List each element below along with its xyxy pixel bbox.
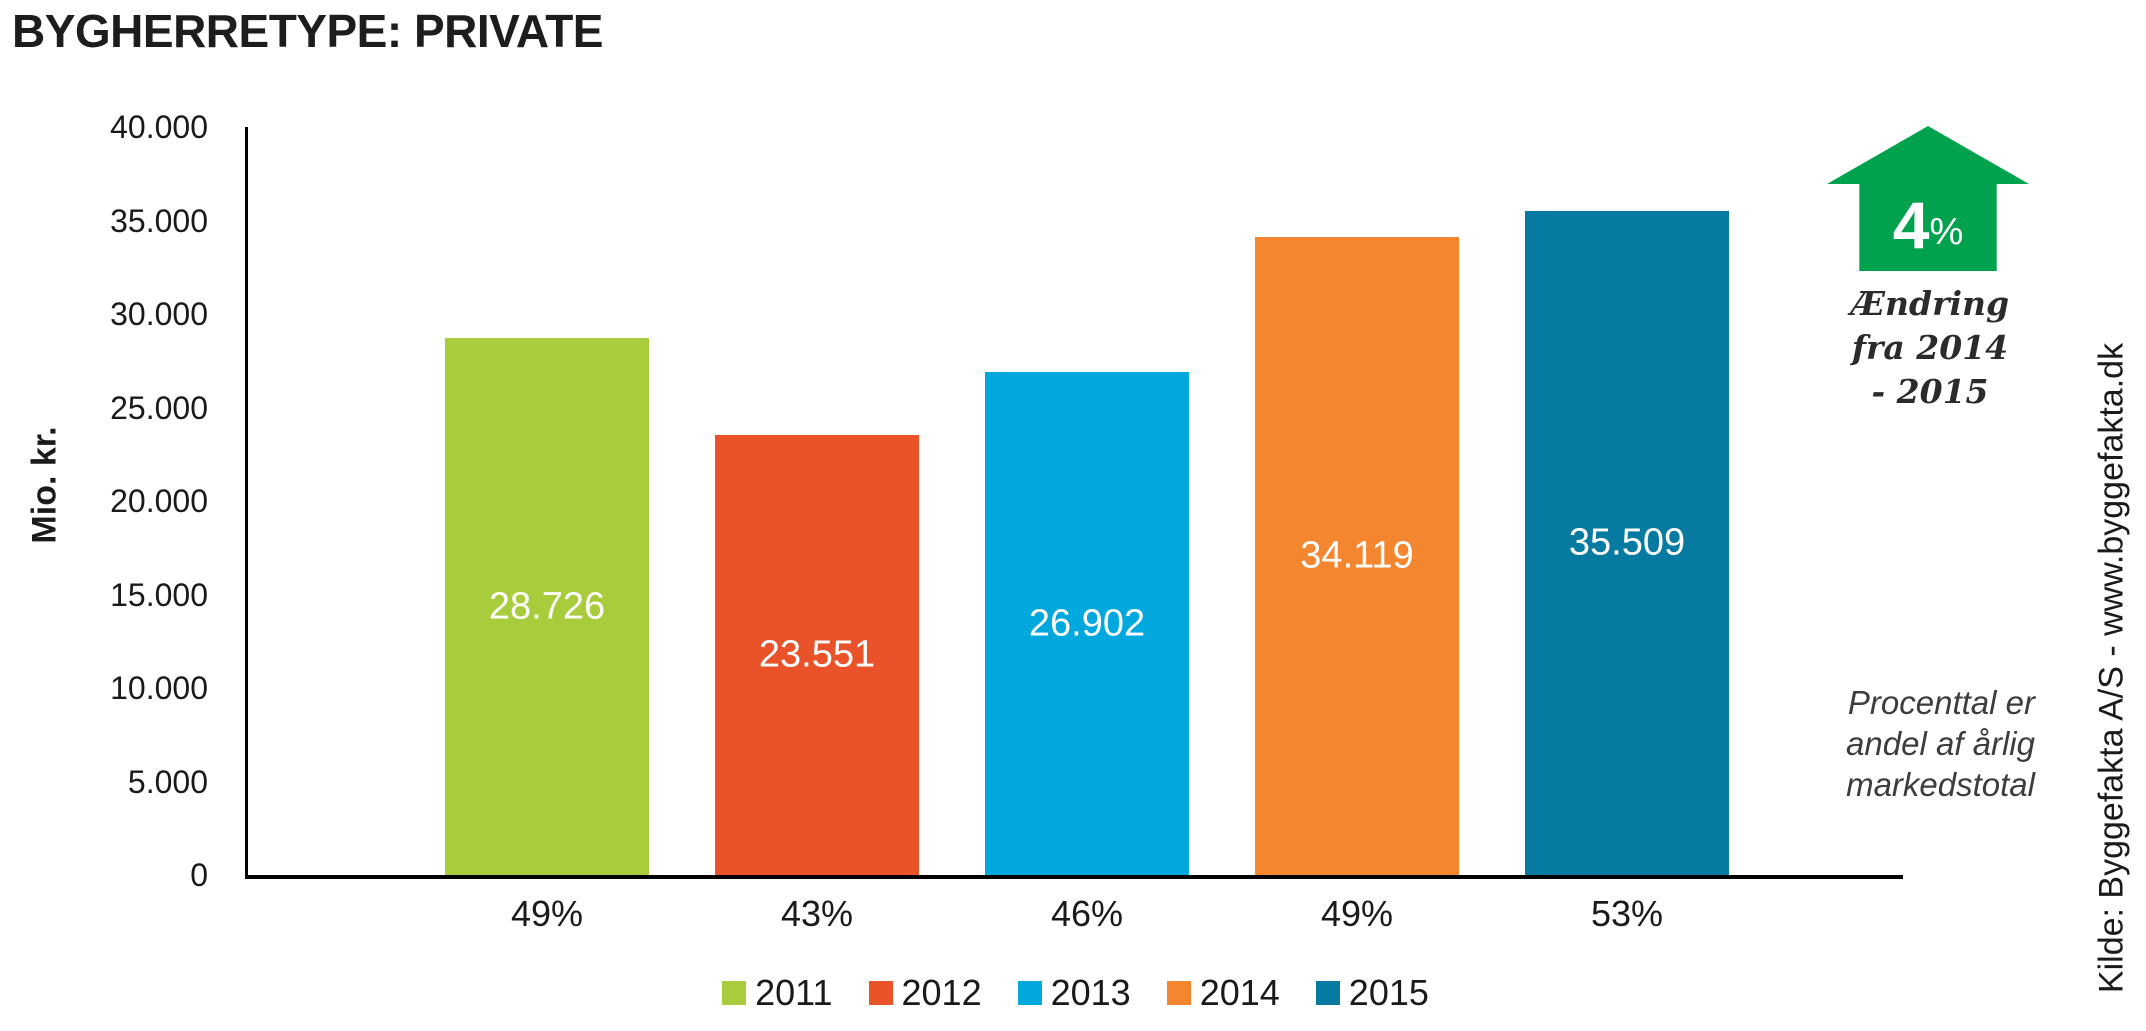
change-unit: % [1929,210,1964,253]
source-attribution: Kilde: Byggefakta A/S - www.byggefakta.d… [2092,342,2131,994]
y-axis-tick-label: 0 [190,857,208,893]
bar-2011: 28.726 [445,338,649,875]
y-axis-tick-label: 30.000 [110,296,208,332]
legend-label: 2013 [1050,972,1131,1013]
y-axis-tick-label: 5.000 [127,763,208,800]
legend-swatch-icon [1017,981,1042,1005]
market-note: Procenttal er andel af årlig markedstota… [1795,682,2035,805]
legend-label: 2014 [1199,972,1280,1013]
y-axis-tick-label: 15.000 [110,576,208,613]
up-arrow-icon [1827,126,2029,271]
x-axis-share-label-2012: 43% [780,893,854,934]
market-note-line: andel af årlig [1846,725,2035,762]
change-caption-line: Ændring [1850,284,2010,323]
change-caption-line: - 2015 [1871,372,1989,411]
x-axis-share-label-2011: 49% [510,893,584,934]
y-axis-tick-label: 35.000 [110,202,208,239]
legend-label: 2012 [901,972,982,1013]
legend-item-2012: 2012 [868,972,982,1014]
x-axis-share-label-2014: 49% [1320,893,1394,934]
bar-2014: 34.119 [1255,237,1459,875]
legend-swatch-icon [868,981,893,1005]
change-caption-line: fra 2014 [1851,328,2009,367]
y-axis-tick-label: 40.000 [110,109,208,145]
change-caption: Ændring fra 2014 - 2015 [1805,282,2055,414]
legend-item-2015: 2015 [1315,972,1429,1014]
legend-item-2013: 2013 [1017,972,1131,1014]
bar-value-label-2014: 34.119 [1300,534,1414,577]
legend: 2011 2012 2013 2014 2015 [248,972,1903,1014]
legend-label: 2011 [755,972,833,1013]
bar-value-label-2013: 26.902 [1028,602,1146,644]
bar-2013: 26.902 [985,372,1189,875]
legend-swatch-icon [1166,981,1191,1005]
legend-label: 2015 [1348,972,1429,1013]
bar-value-label-2011: 28.726 [488,585,606,627]
bar-value-label-2015: 35.509 [1568,521,1686,564]
page-title: BYGHERRETYPE: PRIVATE [12,5,603,57]
change-indicator: 4% [1827,126,2029,271]
market-note-line: markedstotal [1846,766,2035,803]
x-axis-share-label-2013: 46% [1050,893,1124,934]
change-value: 4 [1892,187,1930,262]
bar-2012: 23.551 [715,435,919,875]
y-axis-tick-labels: 0 5.000 10.000 15.000 20.000 25.000 30.000 35.0… [30,109,208,893]
legend-item-2011: 2011 [722,972,833,1014]
legend-swatch-icon [722,981,747,1005]
bar-value-label-2012: 23.551 [758,633,876,676]
y-axis-tick-label: 20.000 [110,483,208,519]
y-axis-tick-label: 10.000 [110,670,208,706]
x-axis-share-label-2015: 53% [1590,893,1664,934]
legend-swatch-icon [1315,981,1340,1005]
change-figure: 4% [1827,178,2029,271]
legend-item-2014: 2014 [1166,972,1280,1014]
market-note-line: Procenttal er [1847,684,2035,721]
bar-2015: 35.509 [1525,211,1729,875]
y-axis-tick-label: 25.000 [110,389,208,426]
chart-plot-area: 2011 2012 2013 2014 2015 28.726 49% 23.551 43% 2… [245,127,1903,1013]
